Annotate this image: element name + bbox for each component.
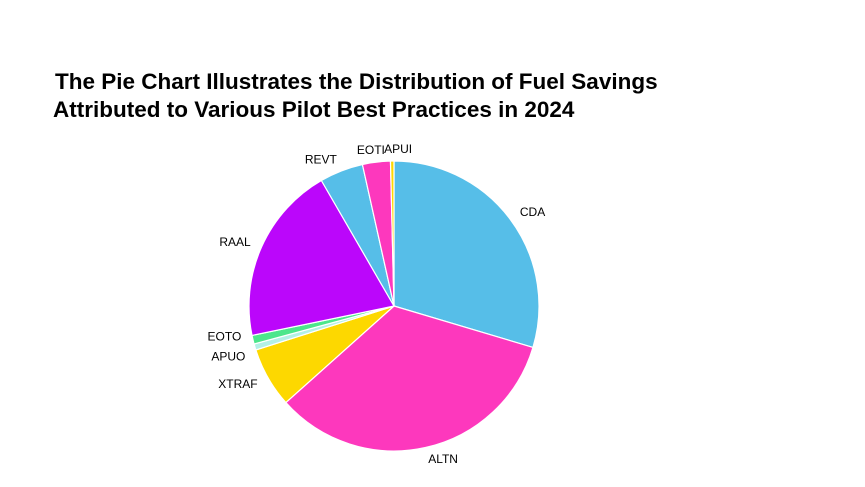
slice-label-revt: REVT bbox=[305, 153, 338, 167]
slice-label-altn: ALTN bbox=[428, 452, 458, 466]
slice-label-raal: RAAL bbox=[219, 235, 251, 249]
slice-label-eoti: EOTI bbox=[357, 143, 385, 157]
pie-slice-raal bbox=[248, 179, 395, 337]
chart-title-line-1: The Pie Chart Illustrates the Distributi… bbox=[55, 69, 658, 94]
slice-label-apuo: APUO bbox=[211, 349, 245, 363]
slice-label-cda: CDA bbox=[520, 205, 545, 219]
pie-slice-apui bbox=[389, 160, 395, 307]
slice-label-apui: APUI bbox=[384, 142, 412, 156]
chart-title-line-2: Attributed to Various Pilot Best Practic… bbox=[53, 97, 575, 122]
chart-title: The Pie Chart Illustrates the Distributi… bbox=[53, 68, 835, 124]
pie-slice-cda bbox=[393, 160, 540, 349]
pie-slice-altn bbox=[285, 305, 534, 452]
slice-label-xtraf: XTRAF bbox=[218, 377, 257, 391]
slice-label-eoto: EOTO bbox=[208, 330, 242, 344]
